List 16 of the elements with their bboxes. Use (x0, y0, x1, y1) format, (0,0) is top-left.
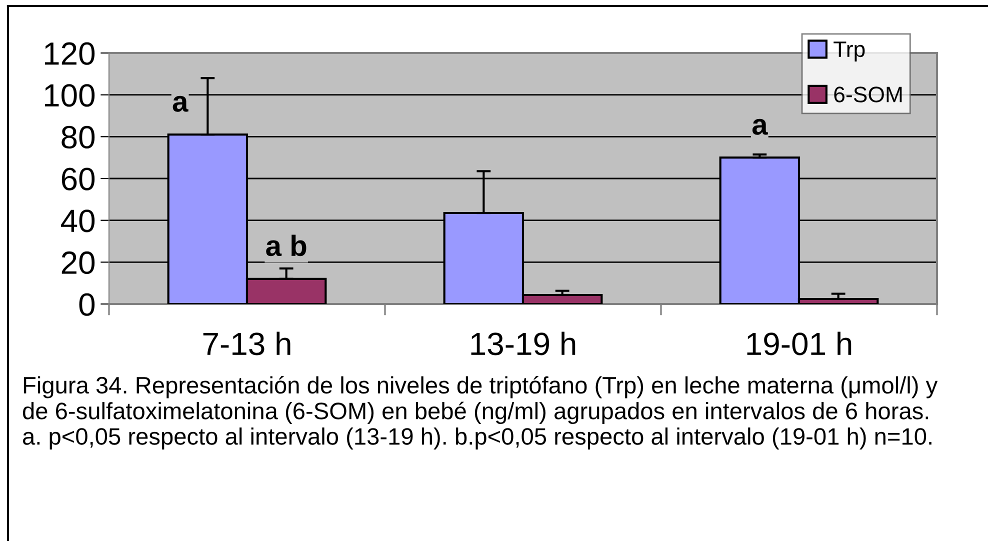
legend-label: Trp (834, 42, 865, 62)
x-tick-label: 13-19 h (471, 332, 576, 356)
y-tick-label: 40 (61, 210, 95, 232)
x-tick-label: 19-01 h (747, 332, 852, 356)
legend-label: 6-SOM (834, 86, 902, 102)
annotation: a (752, 118, 768, 135)
y-tick-label: 120 (44, 42, 95, 65)
y-tick-label: 100 (44, 84, 95, 107)
y-tick-label: 20 (62, 251, 95, 274)
annotation: a b (266, 234, 306, 256)
y-tick-label: 80 (62, 126, 95, 149)
annotation: a (172, 96, 188, 112)
y-tick-label: 0 (79, 293, 95, 316)
text: Figura 34. Representación de los niveles de triptófano (Trp) en leche materna (μmol/l) y de 6-sulfatoximelatonina (6-SOM) en bebé (ng/ml) agrupados en intervalos de 6 horas. a. p<0,05 respecto al intervalo (13-19 h). b.p<0,05 respecto al intervalo (19-01 h) n=10. (22, 376, 938, 450)
y-tick-label: 60 (62, 168, 95, 190)
x-tick-label: 7-13 h (203, 332, 290, 356)
